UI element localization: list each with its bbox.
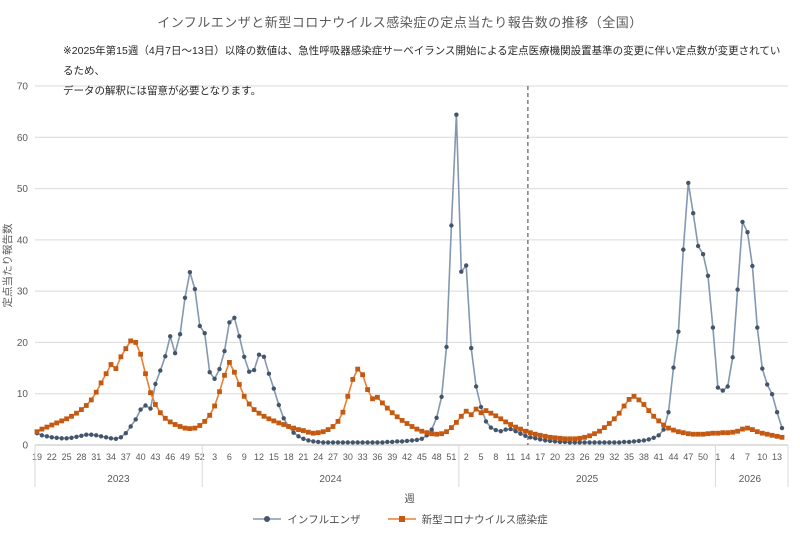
svg-text:26: 26 [580, 452, 590, 462]
year-labels: 2023 2024 2025 2026 [107, 474, 761, 485]
y-axis-labels: 0 10 20 30 40 50 60 70 [17, 82, 29, 452]
svg-text:8: 8 [493, 452, 498, 462]
svg-text:11: 11 [506, 452, 515, 462]
x-axis-labels: 19 22 25 28 31 34 37 40 43 46 49 52 3 6 9 12 15 18 21 24 27 3… [32, 452, 782, 462]
svg-text:41: 41 [654, 452, 664, 462]
svg-text:9: 9 [242, 452, 247, 462]
svg-text:50: 50 [17, 184, 29, 195]
svg-text:40: 40 [17, 235, 29, 246]
svg-text:10: 10 [757, 452, 767, 462]
svg-text:12: 12 [254, 452, 264, 462]
svg-text:30: 30 [343, 452, 353, 462]
gridlines [35, 85, 788, 446]
legend-label-influenza: インフルエンザ [287, 513, 361, 526]
svg-text:5: 5 [479, 452, 484, 462]
series-covid19 [34, 338, 785, 442]
svg-text:40: 40 [136, 452, 146, 462]
svg-text:35: 35 [624, 452, 634, 462]
svg-text:36: 36 [372, 452, 382, 462]
svg-text:19: 19 [32, 452, 42, 462]
svg-text:20: 20 [17, 338, 29, 349]
svg-text:49: 49 [180, 452, 190, 462]
svg-text:70: 70 [17, 82, 29, 93]
svg-text:31: 31 [91, 452, 101, 462]
svg-text:47: 47 [683, 452, 693, 462]
svg-text:60: 60 [17, 133, 29, 144]
svg-text:39: 39 [387, 452, 397, 462]
svg-text:42: 42 [402, 452, 412, 462]
data-caveat-note: ※2025年第15週（4月7日～13日）以降の数値は、急性呼吸器感染症サーベイラ… [63, 41, 785, 101]
note-line-2: データの解釈には留意が必要となります。 [63, 85, 262, 97]
svg-text:13: 13 [772, 452, 782, 462]
svg-text:38: 38 [639, 452, 649, 462]
svg-text:18: 18 [284, 452, 294, 462]
svg-text:48: 48 [432, 452, 442, 462]
svg-text:32: 32 [609, 452, 619, 462]
svg-text:50: 50 [698, 452, 708, 462]
x-axis-title: 週 [404, 493, 415, 505]
svg-text:51: 51 [446, 452, 456, 462]
svg-text:24: 24 [313, 452, 323, 462]
svg-text:17: 17 [535, 452, 545, 462]
svg-text:2025: 2025 [576, 474, 599, 485]
svg-text:46: 46 [165, 452, 175, 462]
svg-text:週: 週 [404, 493, 415, 505]
legend-label-covid19: 新型コロナウイルス感染症 [421, 513, 548, 526]
svg-text:10: 10 [17, 389, 29, 400]
svg-text:0: 0 [22, 441, 28, 452]
svg-text:7: 7 [745, 452, 750, 462]
legend-item-covid19: 新型コロナウイルス感染症 [387, 512, 548, 527]
svg-text:14: 14 [520, 452, 530, 462]
svg-text:4: 4 [730, 452, 735, 462]
svg-text:33: 33 [358, 452, 368, 462]
svg-text:1: 1 [715, 452, 720, 462]
legend-item-influenza: インフルエンザ [252, 512, 361, 527]
year-separators [34, 445, 789, 487]
svg-text:15: 15 [269, 452, 279, 462]
svg-text:34: 34 [106, 452, 116, 462]
svg-text:2: 2 [464, 452, 469, 462]
svg-text:52: 52 [195, 452, 205, 462]
svg-text:6: 6 [227, 452, 232, 462]
svg-text:22: 22 [47, 452, 57, 462]
svg-text:2023: 2023 [107, 474, 130, 485]
svg-text:23: 23 [565, 452, 575, 462]
svg-text:29: 29 [594, 452, 604, 462]
svg-text:43: 43 [150, 452, 160, 462]
influenza-line-marker-icon [252, 514, 282, 524]
chart-title: インフルエンザと新型コロナウイルス感染症の定点当たり報告数の推移（全国） [157, 15, 643, 30]
svg-text:2024: 2024 [319, 474, 342, 485]
svg-text:37: 37 [121, 452, 131, 462]
svg-text:27: 27 [328, 452, 338, 462]
svg-text:3: 3 [212, 452, 217, 462]
svg-text:2026: 2026 [739, 474, 762, 485]
svg-text:28: 28 [76, 452, 86, 462]
svg-text:20: 20 [550, 452, 560, 462]
svg-text:44: 44 [668, 452, 678, 462]
svg-text:45: 45 [417, 452, 427, 462]
svg-text:定点当たり報告数: 定点当たり報告数 [1, 223, 14, 307]
svg-text:25: 25 [62, 452, 72, 462]
covid19-line-marker-icon [387, 514, 417, 524]
svg-text:30: 30 [17, 287, 29, 298]
legend: インフルエンザ 新型コロナウイルス感染症 [0, 507, 800, 531]
note-line-1: ※2025年第15週（4月7日～13日）以降の数値は、急性呼吸器感染症サーベイラ… [63, 45, 781, 77]
series-influenza [34, 112, 785, 445]
y-axis-title: 定点当たり報告数 [1, 223, 14, 307]
svg-text:21: 21 [298, 452, 308, 462]
